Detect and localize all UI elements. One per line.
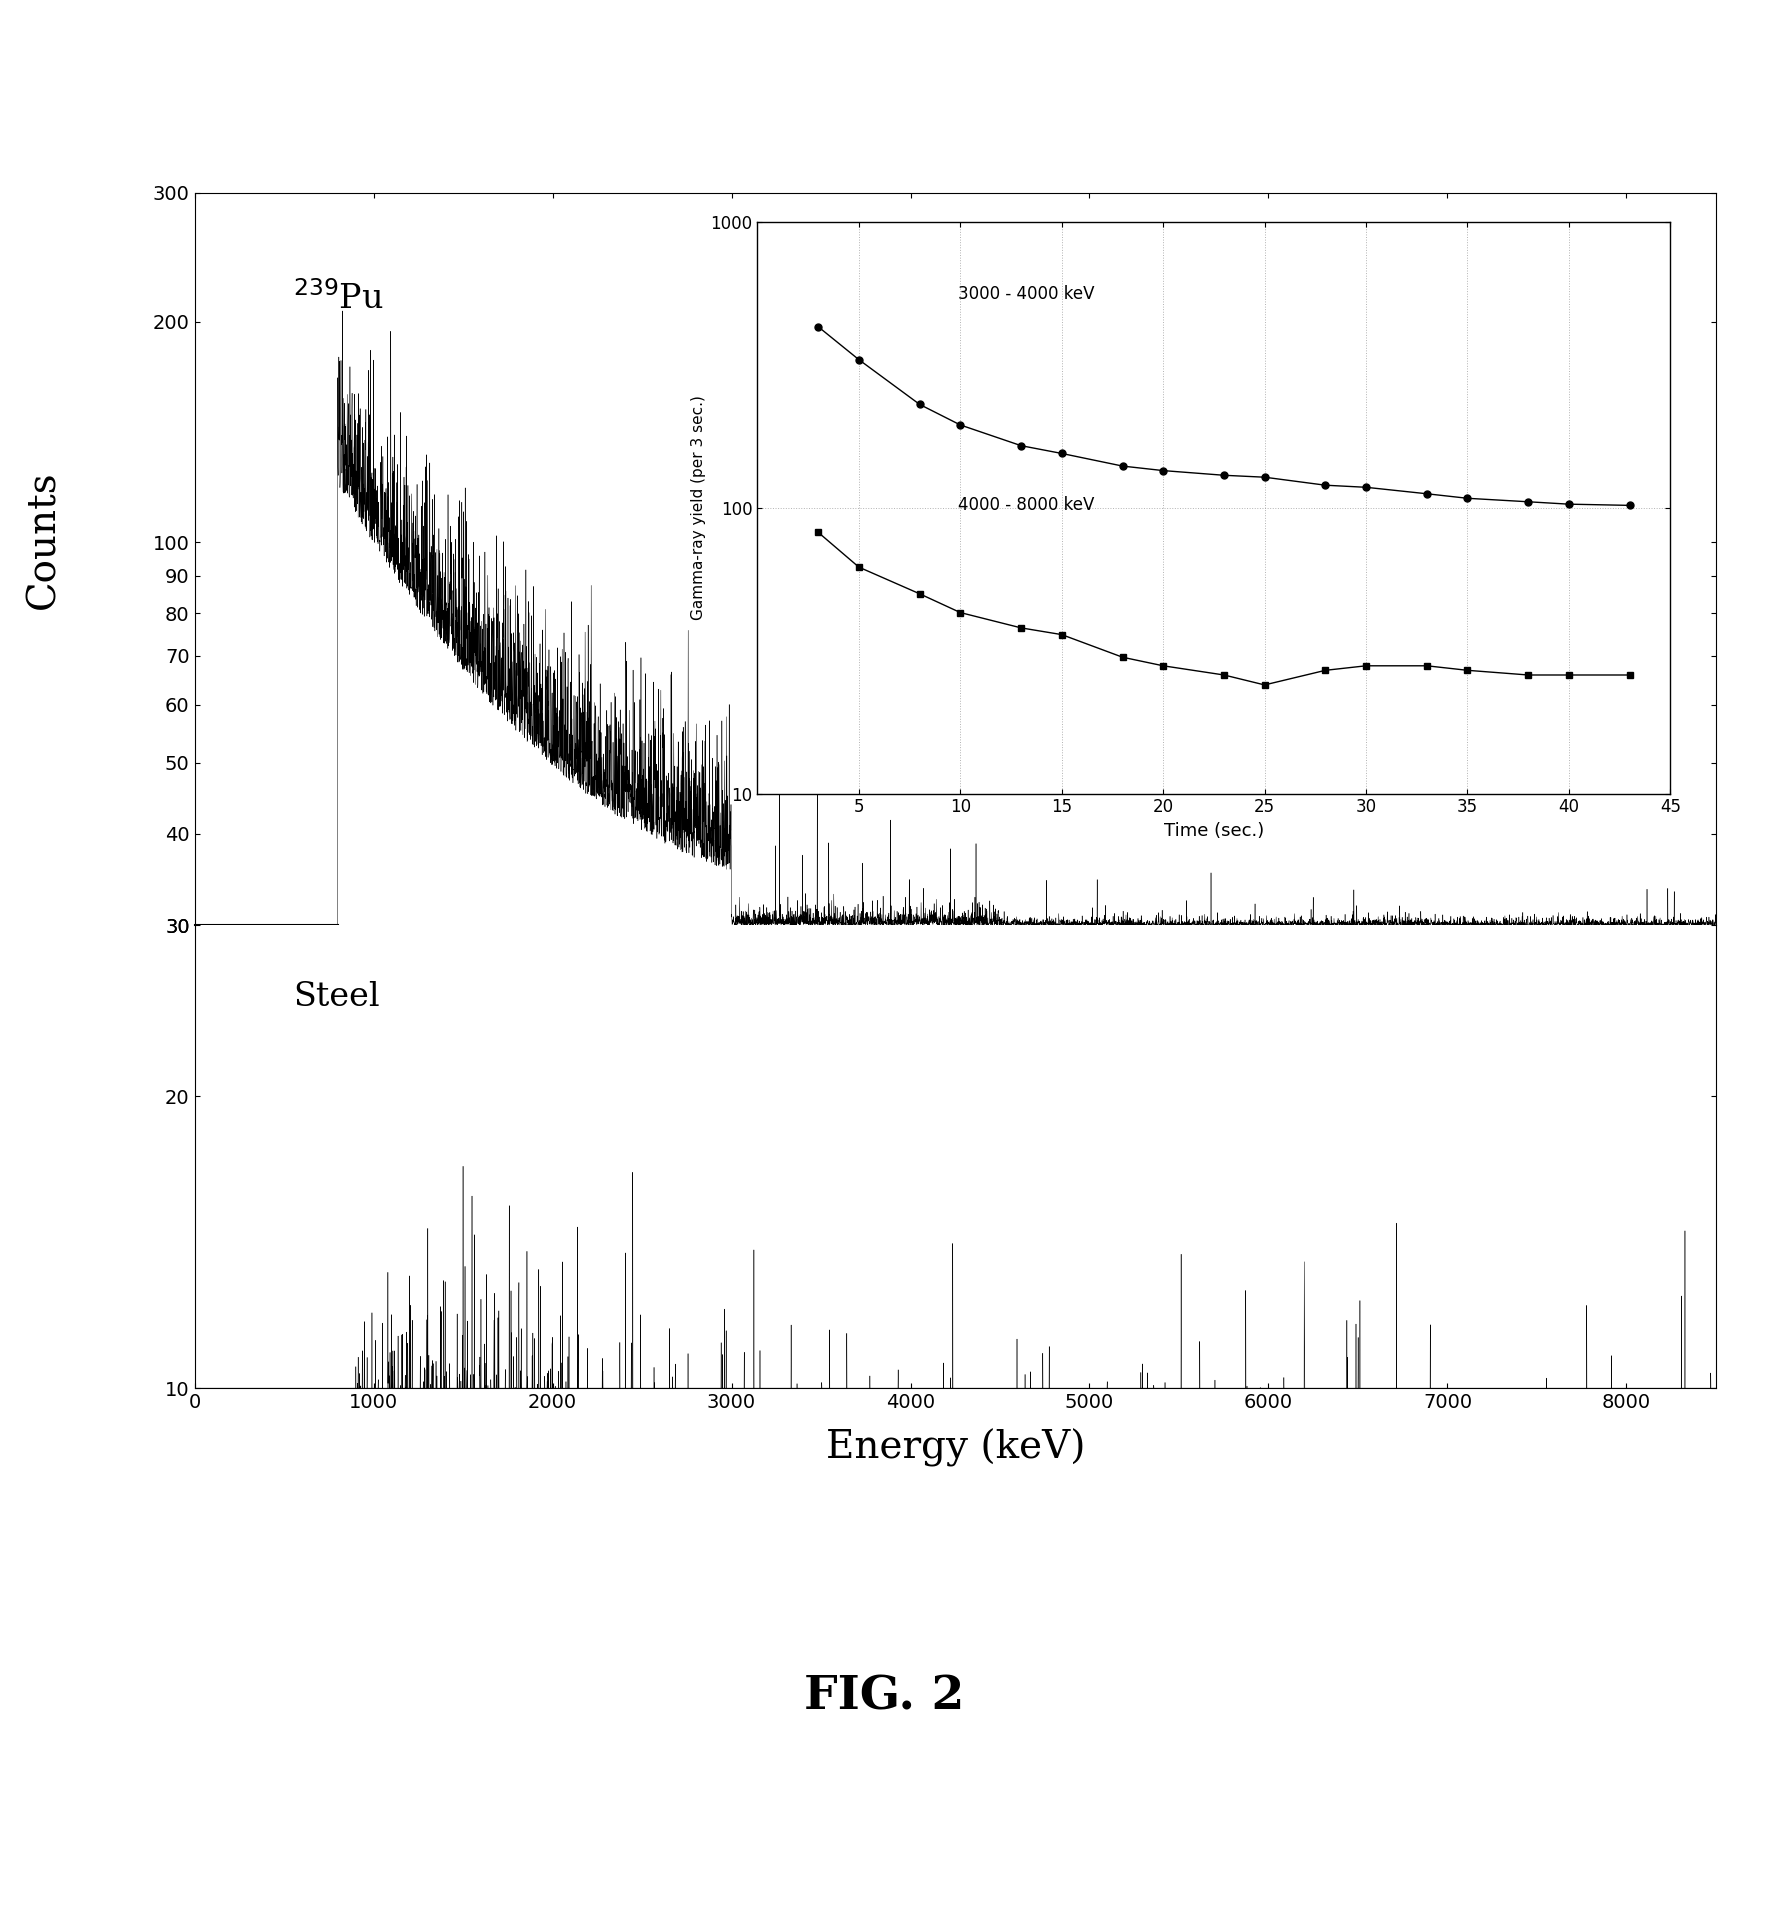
- Text: $^{239}$Pu: $^{239}$Pu: [294, 281, 384, 316]
- Text: Counts: Counts: [27, 470, 62, 609]
- Text: FIG. 2: FIG. 2: [805, 1674, 964, 1720]
- Text: Steel: Steel: [294, 981, 380, 1012]
- X-axis label: Energy (keV): Energy (keV): [826, 1429, 1084, 1467]
